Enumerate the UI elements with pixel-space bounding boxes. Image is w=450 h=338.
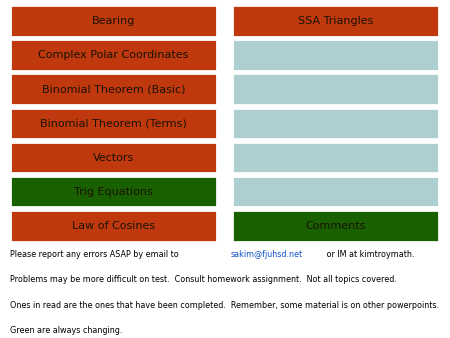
Text: Trig Equations: Trig Equations (74, 187, 153, 197)
Text: Complex Polar Coordinates: Complex Polar Coordinates (38, 50, 189, 60)
Text: Comments: Comments (305, 221, 365, 231)
FancyBboxPatch shape (232, 210, 439, 242)
Text: SSA Triangles: SSA Triangles (297, 16, 373, 26)
FancyBboxPatch shape (10, 210, 217, 242)
FancyBboxPatch shape (232, 107, 439, 139)
Text: Law of Cosines: Law of Cosines (72, 221, 155, 231)
Text: Problems may be more difficult on test.  Consult homework assignment.  Not all t: Problems may be more difficult on test. … (10, 275, 397, 285)
FancyBboxPatch shape (232, 39, 439, 71)
Text: Binomial Theorem (Terms): Binomial Theorem (Terms) (40, 118, 187, 128)
FancyBboxPatch shape (232, 176, 439, 208)
FancyBboxPatch shape (10, 142, 217, 173)
FancyBboxPatch shape (10, 39, 217, 71)
Text: Binomial Theorem (Basic): Binomial Theorem (Basic) (42, 84, 185, 94)
Text: Please report any errors ASAP by email to: Please report any errors ASAP by email t… (10, 250, 181, 259)
FancyBboxPatch shape (10, 5, 217, 37)
Text: Vectors: Vectors (93, 152, 134, 163)
Text: Ones in read are the ones that have been completed.  Remember, some material is : Ones in read are the ones that have been… (10, 301, 439, 310)
FancyBboxPatch shape (232, 142, 439, 173)
Text: Green are always changing.: Green are always changing. (10, 326, 122, 335)
Text: Bearing: Bearing (92, 16, 135, 26)
Text: or IM at kimtroymath.: or IM at kimtroymath. (324, 250, 414, 259)
FancyBboxPatch shape (10, 176, 217, 208)
FancyBboxPatch shape (10, 107, 217, 139)
FancyBboxPatch shape (232, 5, 439, 37)
Text: sakim@fjuhsd.net: sakim@fjuhsd.net (231, 250, 303, 259)
FancyBboxPatch shape (10, 73, 217, 105)
FancyBboxPatch shape (232, 73, 439, 105)
